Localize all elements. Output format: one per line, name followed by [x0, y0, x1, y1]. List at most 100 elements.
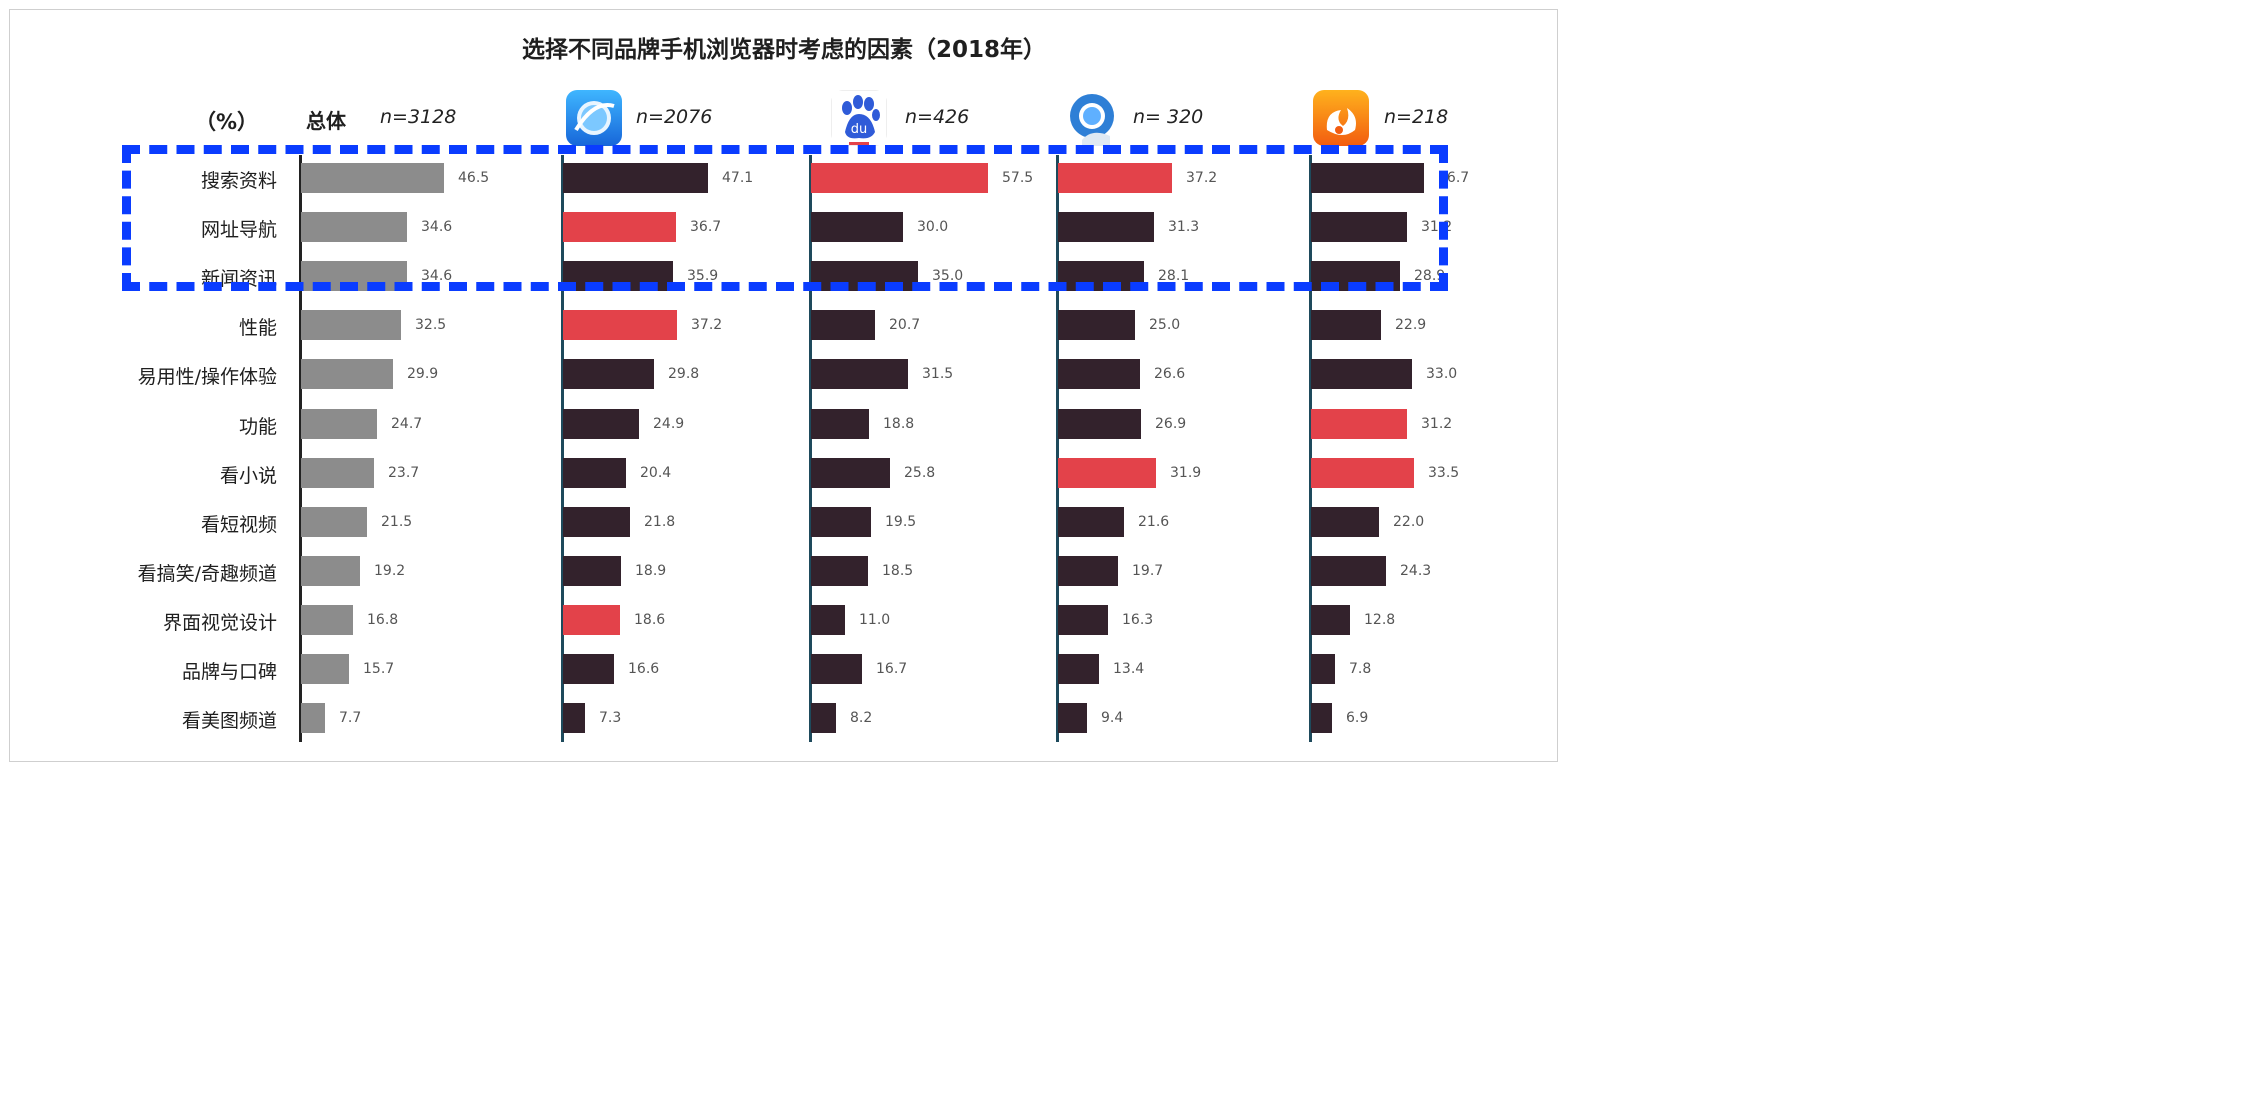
axis-brand-4: [1309, 155, 1312, 742]
data-label: 33.0: [1426, 366, 1458, 382]
data-label: 16.7: [876, 661, 908, 677]
bar: [1058, 654, 1099, 684]
bar: [563, 212, 676, 242]
bar: [301, 409, 377, 439]
data-label: 25.8: [904, 465, 936, 481]
axis-brand-2: [809, 155, 812, 742]
n-label-overall: n=3128: [380, 106, 457, 128]
category-label: 搜索资料: [200, 170, 277, 192]
data-label: 16.6: [628, 661, 660, 677]
bar: [301, 654, 349, 684]
bar: [301, 703, 325, 733]
category-label: 界面视觉设计: [162, 611, 277, 634]
n-label-brand-3: n= 320: [1133, 106, 1204, 128]
bar: [811, 654, 862, 684]
bar: [563, 359, 654, 389]
data-label: 31.9: [1170, 465, 1202, 481]
data-label: 31.3: [1168, 219, 1200, 235]
data-label: 19.7: [1132, 563, 1164, 579]
data-label: 35.9: [687, 268, 719, 284]
browser-globe-icon: [566, 90, 622, 146]
data-label: 20.4: [640, 465, 672, 481]
bar: [1058, 409, 1141, 439]
data-label: 21.5: [381, 514, 413, 530]
data-label: 15.7: [363, 661, 395, 677]
data-label: 28.9: [1414, 268, 1446, 284]
data-label: 34.6: [421, 219, 453, 235]
n-label-brand-2: n=426: [905, 106, 970, 128]
qq-browser-icon: [1064, 90, 1120, 146]
category-label: 功能: [238, 415, 277, 438]
bar: [1311, 163, 1424, 193]
bar: [301, 212, 407, 242]
data-label: 30.0: [917, 219, 949, 235]
data-label: 28.1: [1158, 268, 1190, 284]
data-label: 18.6: [634, 612, 666, 628]
bar: [1058, 359, 1140, 389]
data-label: 11.0: [859, 612, 891, 628]
bar: [301, 359, 393, 389]
bar: [1058, 556, 1118, 586]
data-label: 18.5: [882, 563, 914, 579]
bar: [563, 507, 630, 537]
bar: [301, 556, 360, 586]
bar: [1058, 605, 1108, 635]
data-label: 31.5: [922, 366, 954, 382]
category-label: 品牌与口碑: [181, 661, 277, 683]
bar: [563, 163, 708, 193]
bar: [1058, 507, 1124, 537]
bar: [811, 507, 871, 537]
bar: [1311, 359, 1412, 389]
axis-brand-1: [561, 155, 564, 742]
category-label: 易用性/操作体验: [137, 366, 277, 389]
baidu-paw-icon: du: [831, 90, 887, 146]
data-label: 37.2: [1186, 170, 1218, 186]
bar: [1311, 212, 1407, 242]
bar: [301, 163, 444, 193]
data-label: 7.8: [1349, 661, 1372, 677]
data-label: 37.2: [691, 317, 723, 333]
bar: [1058, 163, 1172, 193]
bar: [1058, 458, 1156, 488]
svg-text:du: du: [851, 122, 868, 137]
bar: [563, 654, 614, 684]
data-label: 8.2: [850, 710, 873, 726]
data-label: 24.7: [391, 416, 423, 432]
bar: [1058, 310, 1135, 340]
data-label: 19.5: [885, 514, 917, 530]
bar: [1311, 605, 1350, 635]
bar: [563, 409, 639, 439]
category-label: 看搞笑/奇趣频道: [137, 562, 277, 585]
data-label: 32.5: [415, 317, 447, 333]
data-label: 20.7: [889, 317, 921, 333]
bar: [811, 458, 890, 488]
data-label: 29.8: [668, 366, 700, 382]
bar: [301, 605, 353, 635]
bar: [1311, 310, 1381, 340]
bar: [1311, 458, 1414, 488]
highlight-box: [122, 145, 1448, 291]
bar: [811, 409, 869, 439]
bar: [563, 703, 585, 733]
data-label: 46.5: [458, 170, 490, 186]
data-label: 18.8: [883, 416, 915, 432]
data-label: 34.6: [421, 268, 453, 284]
data-label: 36.7: [690, 219, 722, 235]
overall-label: 总体: [306, 109, 346, 133]
data-label: 57.5: [1002, 170, 1034, 186]
bar: [811, 163, 988, 193]
unit-label: （%）: [195, 110, 259, 134]
data-label: 35.0: [932, 268, 964, 284]
data-label: 16.8: [367, 612, 399, 628]
category-label: 看美图频道: [181, 710, 277, 733]
data-label: 19.2: [374, 563, 406, 579]
bar: [1311, 654, 1335, 684]
data-label: 7.7: [339, 710, 362, 726]
data-label: 24.9: [653, 416, 685, 432]
n-label-brand-1: n=2076: [636, 106, 713, 128]
data-label: 13.4: [1113, 661, 1145, 677]
data-label: 16.3: [1122, 612, 1154, 628]
data-label: 26.6: [1154, 366, 1186, 382]
category-label: 性能: [238, 317, 277, 340]
data-label: 21.6: [1138, 514, 1170, 530]
